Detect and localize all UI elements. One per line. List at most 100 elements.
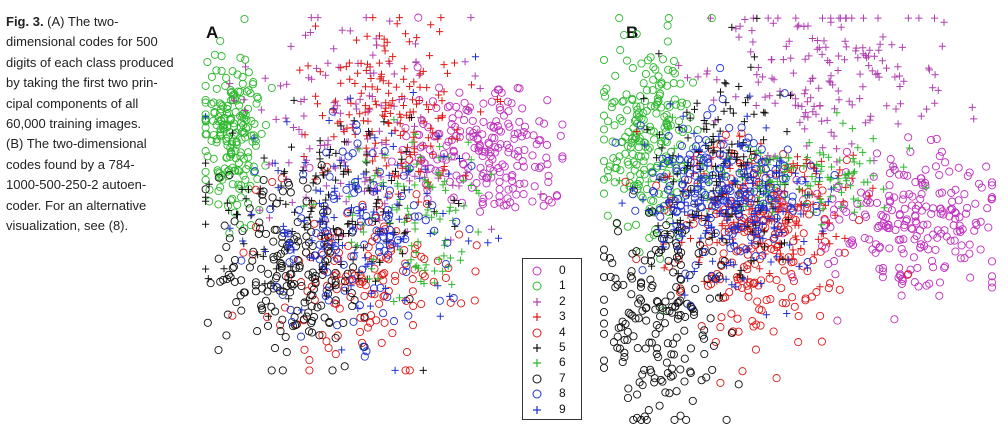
- point-digit-9: [394, 161, 402, 169]
- point-digit-0: [447, 195, 456, 204]
- point-digit-4: [820, 214, 829, 224]
- point-digit-9: [684, 191, 693, 199]
- point-digit-0: [515, 84, 524, 93]
- point-digit-7: [680, 326, 689, 335]
- point-digit-0: [413, 63, 422, 72]
- point-digit-6: [825, 153, 833, 161]
- point-digit-1: [214, 187, 223, 196]
- legend-label: 8: [559, 386, 566, 401]
- point-digit-9: [383, 193, 391, 201]
- point-digit-3: [311, 22, 320, 30]
- point-digit-2: [754, 78, 762, 86]
- point-digit-9: [762, 311, 770, 319]
- point-digit-8: [328, 107, 337, 116]
- point-digit-2: [710, 96, 718, 104]
- point-digit-2: [330, 45, 338, 53]
- point-digit-4: [903, 270, 912, 279]
- point-digit-8: [702, 136, 711, 145]
- point-digit-1: [623, 106, 632, 115]
- point-digit-1: [608, 99, 617, 108]
- point-digit-2: [856, 95, 864, 103]
- point-digit-7: [629, 332, 638, 341]
- point-digit-4: [364, 243, 373, 252]
- point-digit-2: [835, 96, 843, 104]
- point-digit-8: [409, 201, 418, 210]
- point-digit-4: [664, 262, 673, 271]
- point-digit-9: [669, 219, 677, 228]
- point-digit-8: [722, 160, 732, 169]
- point-digit-8: [287, 317, 297, 327]
- point-digit-0: [834, 248, 843, 257]
- point-digit-0: [910, 235, 919, 244]
- point-digit-9: [779, 207, 787, 215]
- point-digit-8: [333, 321, 342, 330]
- point-digit-7: [348, 228, 357, 237]
- point-digit-2: [807, 94, 815, 102]
- point-digit-4: [324, 343, 333, 353]
- point-digit-9: [697, 234, 705, 242]
- point-digit-6: [381, 151, 389, 159]
- point-digit-4: [757, 306, 766, 315]
- point-digit-1: [217, 100, 226, 109]
- point-digit-9: [743, 112, 751, 120]
- point-digit-7: [245, 204, 254, 213]
- point-digit-3: [357, 89, 365, 97]
- point-digit-0: [916, 240, 926, 249]
- point-digit-7: [281, 332, 290, 342]
- point-digit-0: [487, 97, 496, 106]
- point-digit-3: [398, 164, 406, 172]
- point-digit-2: [368, 92, 376, 101]
- point-digit-8: [340, 286, 349, 295]
- point-digit-2: [878, 57, 886, 65]
- point-digit-6: [414, 238, 422, 246]
- point-digit-9: [684, 274, 692, 282]
- point-digit-6: [842, 177, 850, 185]
- point-digit-4: [854, 216, 864, 225]
- point-digit-3: [345, 111, 353, 119]
- point-digit-3: [337, 79, 345, 87]
- point-digit-1: [249, 162, 258, 171]
- point-digit-2: [848, 101, 856, 109]
- point-digit-2: [802, 86, 810, 94]
- point-digit-1: [642, 106, 651, 115]
- point-digit-9: [655, 226, 663, 234]
- point-digit-0: [935, 278, 945, 287]
- point-digit-7: [255, 218, 264, 227]
- point-digit-3: [416, 168, 424, 176]
- point-digit-4: [711, 337, 720, 347]
- point-digit-2: [287, 42, 295, 50]
- point-digit-2: [297, 97, 305, 106]
- point-digit-5: [451, 222, 459, 230]
- point-digit-1: [257, 129, 266, 138]
- point-digit-9: [772, 231, 780, 239]
- point-digit-6: [850, 168, 859, 176]
- point-digit-0: [824, 259, 833, 269]
- point-digit-1: [650, 135, 659, 144]
- point-digit-4: [739, 183, 748, 192]
- point-digit-1: [622, 90, 631, 99]
- point-digit-8: [321, 291, 330, 301]
- point-digit-9: [749, 218, 757, 226]
- point-digit-0: [543, 160, 552, 169]
- point-digit-8: [788, 192, 797, 201]
- point-digit-8: [700, 144, 709, 153]
- legend-label: 3: [559, 309, 566, 324]
- point-digit-7: [306, 291, 315, 300]
- point-digit-5: [747, 63, 755, 71]
- point-digit-1: [207, 136, 216, 145]
- point-digit-8: [322, 286, 331, 295]
- point-digit-6: [850, 195, 858, 203]
- point-digit-4: [801, 294, 810, 303]
- point-digit-5: [450, 196, 458, 204]
- point-digit-2: [774, 14, 782, 22]
- point-digit-9: [679, 187, 687, 195]
- point-digit-9: [305, 253, 314, 261]
- point-digit-5: [776, 91, 784, 99]
- point-digit-8: [758, 251, 767, 260]
- point-digit-0: [478, 172, 487, 181]
- point-digit-2: [314, 14, 322, 22]
- point-digit-9: [709, 257, 717, 265]
- point-digit-2: [331, 164, 339, 172]
- point-digit-7: [276, 258, 285, 268]
- point-digit-5: [693, 99, 701, 107]
